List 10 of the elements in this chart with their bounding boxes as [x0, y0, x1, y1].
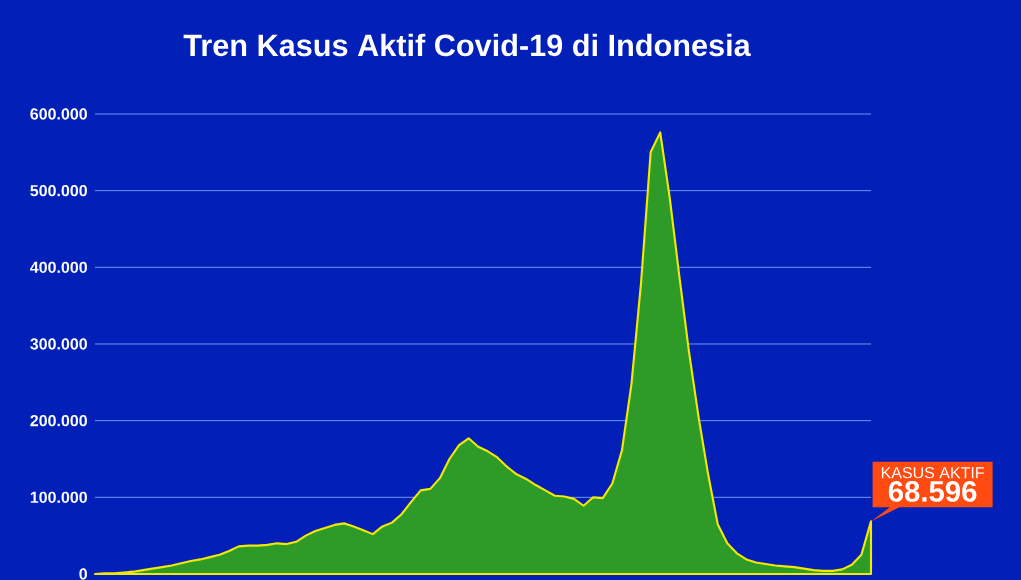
y-tick-label: 300.000	[30, 338, 87, 350]
y-tick-label: 400.000	[30, 261, 87, 273]
y-tick-label: 200.000	[30, 414, 87, 427]
y-tick-label: 0	[79, 568, 87, 580]
y-tick-label: 600.000	[30, 108, 87, 120]
data-label: 68.596	[888, 481, 977, 502]
y-tick-label: 100.000	[30, 491, 87, 503]
y-tick-label: 500.000	[30, 185, 87, 197]
text: KASUS AKTIF	[881, 467, 984, 479]
chart-title: Tren Kasus Aktif Covid-19 di Indonesia	[183, 33, 751, 57]
